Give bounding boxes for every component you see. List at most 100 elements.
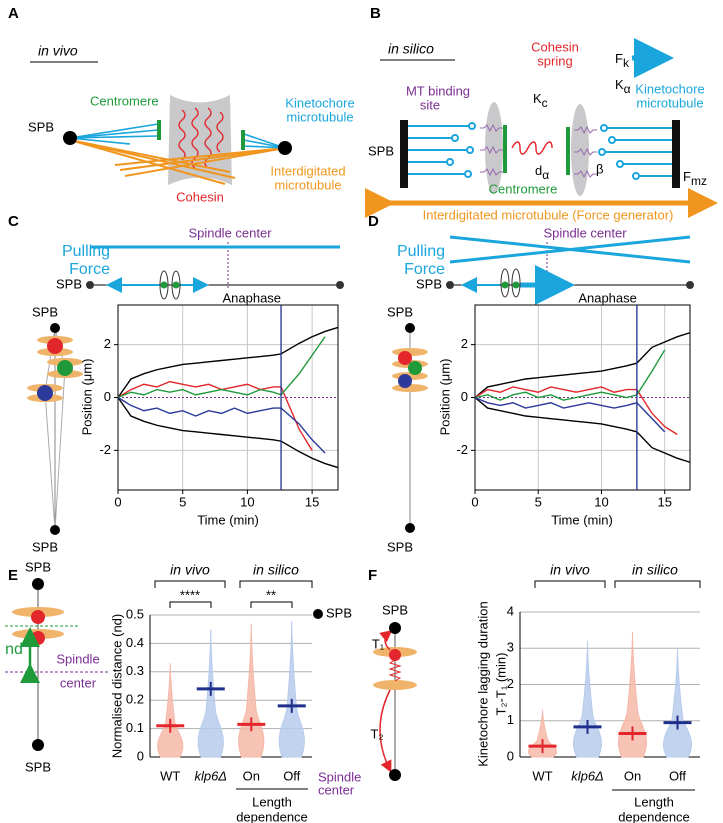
imt-label: Interdigitated microtubule (Force genera… <box>423 207 674 222</box>
category-label: Off <box>283 768 300 783</box>
category-label: On <box>624 768 641 783</box>
spb-dot <box>63 131 77 145</box>
y-tick-label: 3 <box>507 640 514 655</box>
kc: Kc <box>533 91 548 110</box>
subscript: c <box>542 96 548 110</box>
y-tick-label: -2 <box>99 442 111 457</box>
kt-red <box>398 351 412 365</box>
series-line <box>474 396 691 463</box>
y-tick-label: 0 <box>104 389 111 404</box>
symbol: K <box>533 91 542 106</box>
spindle-center-label: Spindle center <box>188 225 272 240</box>
spb-label: SPB <box>387 539 413 554</box>
spb-label: SPB <box>368 143 394 158</box>
subscript: k <box>623 56 630 70</box>
x-tick-label: 0 <box>471 494 478 509</box>
spb-bar <box>400 120 408 188</box>
x-tick-label: 15 <box>305 494 319 509</box>
interdigitated-mts <box>69 139 286 185</box>
anaphase-label: Anaphase <box>578 290 637 305</box>
t2-label: T₂ <box>371 726 384 741</box>
cartoon-ellipse <box>373 680 417 690</box>
x-tick-label: 5 <box>179 494 186 509</box>
y-tick-label: 2 <box>507 676 514 691</box>
spb-dot <box>50 323 60 333</box>
x-axis-title: Time (min) <box>197 512 259 527</box>
series-line <box>117 397 339 469</box>
violin <box>662 648 693 758</box>
kt-mt-label: microtubule <box>286 109 353 124</box>
kt <box>501 281 509 289</box>
chart-c: 0 5 10 15 -2 0 2 Anaphase <box>99 290 339 509</box>
category-label: WT <box>160 768 180 783</box>
x-tick-label: 10 <box>594 494 608 509</box>
t2-arrow <box>379 689 392 773</box>
x-tick-label: 0 <box>114 494 121 509</box>
panel-d: D Spindle center Pulling Force SPB SPB S… <box>368 213 694 554</box>
spb-dot <box>446 281 454 289</box>
fmz: Fmz <box>683 169 707 188</box>
category-label: klp6Δ <box>571 768 604 783</box>
spb-label: SPB <box>416 276 442 291</box>
y-axis-title: Position (μm) <box>79 359 94 436</box>
violin <box>278 620 305 758</box>
subscript: α <box>542 168 549 182</box>
force-k: Fk <box>615 51 630 70</box>
spb-label: SPB <box>25 559 51 574</box>
t1-label: T₁ <box>372 636 385 651</box>
cohesin-label: Cohesin <box>176 189 224 204</box>
note: Length <box>252 794 292 809</box>
y-tick-label: 0.1 <box>126 720 144 735</box>
violin <box>157 663 184 758</box>
category-label: Off <box>669 768 686 783</box>
spb-dot <box>405 323 415 333</box>
cohesin-spring-label: Cohesin <box>531 39 579 54</box>
spb-bar <box>672 120 680 188</box>
subscript: α <box>624 82 631 96</box>
ka: Kα <box>615 77 631 96</box>
series-line <box>117 326 339 398</box>
x-tick-label: 15 <box>657 494 671 509</box>
category-label: klp6Δ <box>194 768 227 783</box>
y-tick-label: 2 <box>104 336 111 351</box>
spb-dot <box>278 141 292 155</box>
cartoon-spring <box>388 659 402 682</box>
series-line <box>117 336 326 399</box>
kt <box>172 281 180 289</box>
center-marker: Spindle <box>318 769 361 784</box>
category-label: On <box>243 768 260 783</box>
y-tick-label: 0.5 <box>126 606 144 621</box>
spb-marker: SPB <box>326 605 352 620</box>
centromere-bar <box>503 125 507 173</box>
spb-dot <box>389 769 401 781</box>
pulling-force: Pulling <box>62 243 110 260</box>
chromatid <box>500 268 510 298</box>
symbol: F <box>683 169 691 184</box>
symbol: F <box>615 51 623 66</box>
panel-a: A in vivo SPB Centromere Kinetochore mic… <box>8 5 355 204</box>
centromere-bar <box>566 127 570 175</box>
series-line <box>474 386 678 436</box>
spb-dot <box>32 578 44 590</box>
spb-dot <box>50 525 60 535</box>
centromere-label: Centromere <box>489 181 558 196</box>
chart-d: 0 5 10 15 -2 0 2 Anaphase <box>456 290 691 509</box>
y-tick-label: 0 <box>461 389 468 404</box>
y-tick-label: 1 <box>507 712 514 727</box>
center-label: center <box>60 675 97 690</box>
y-tick-label: 4 <box>507 603 514 618</box>
spb-label: SPB <box>32 539 58 554</box>
panel-c: C Spindle center Pulling Force SPB SPB S… <box>8 213 344 554</box>
chart-f: 0 1 2 3 4 WT klp6Δ On Off <box>507 603 700 783</box>
pulling-force: Force <box>69 261 110 278</box>
kt-red <box>31 631 45 645</box>
y-tick-label: 0 <box>507 748 514 763</box>
center-marker: center <box>318 782 355 797</box>
kt-blue <box>398 374 412 388</box>
y-tick-label: 0.3 <box>126 663 144 678</box>
x-tick-label: 10 <box>240 494 254 509</box>
symbol: d <box>535 163 542 178</box>
panel-label: D <box>368 213 379 230</box>
context: in silico <box>388 41 434 57</box>
spb-label: SPB <box>56 276 82 291</box>
